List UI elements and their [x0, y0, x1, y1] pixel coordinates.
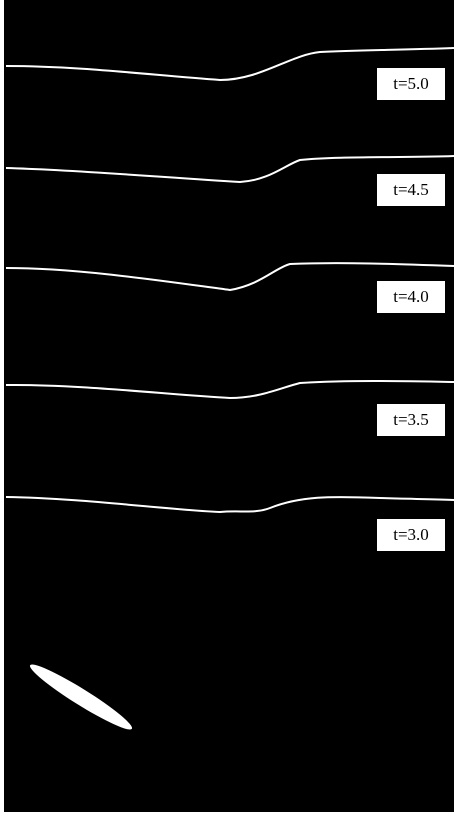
figure: t=5.0 t=4.5 t=4.0 t=3.5 t=3.0 — [0, 0, 458, 815]
time-label: t=4.5 — [393, 180, 429, 199]
time-label: t=4.0 — [393, 287, 429, 306]
time-label: t=5.0 — [393, 74, 429, 93]
time-label: t=3.0 — [393, 525, 429, 544]
flow-visualization: t=5.0 t=4.5 t=4.0 t=3.5 t=3.0 — [0, 0, 458, 815]
time-label: t=3.5 — [393, 410, 429, 429]
